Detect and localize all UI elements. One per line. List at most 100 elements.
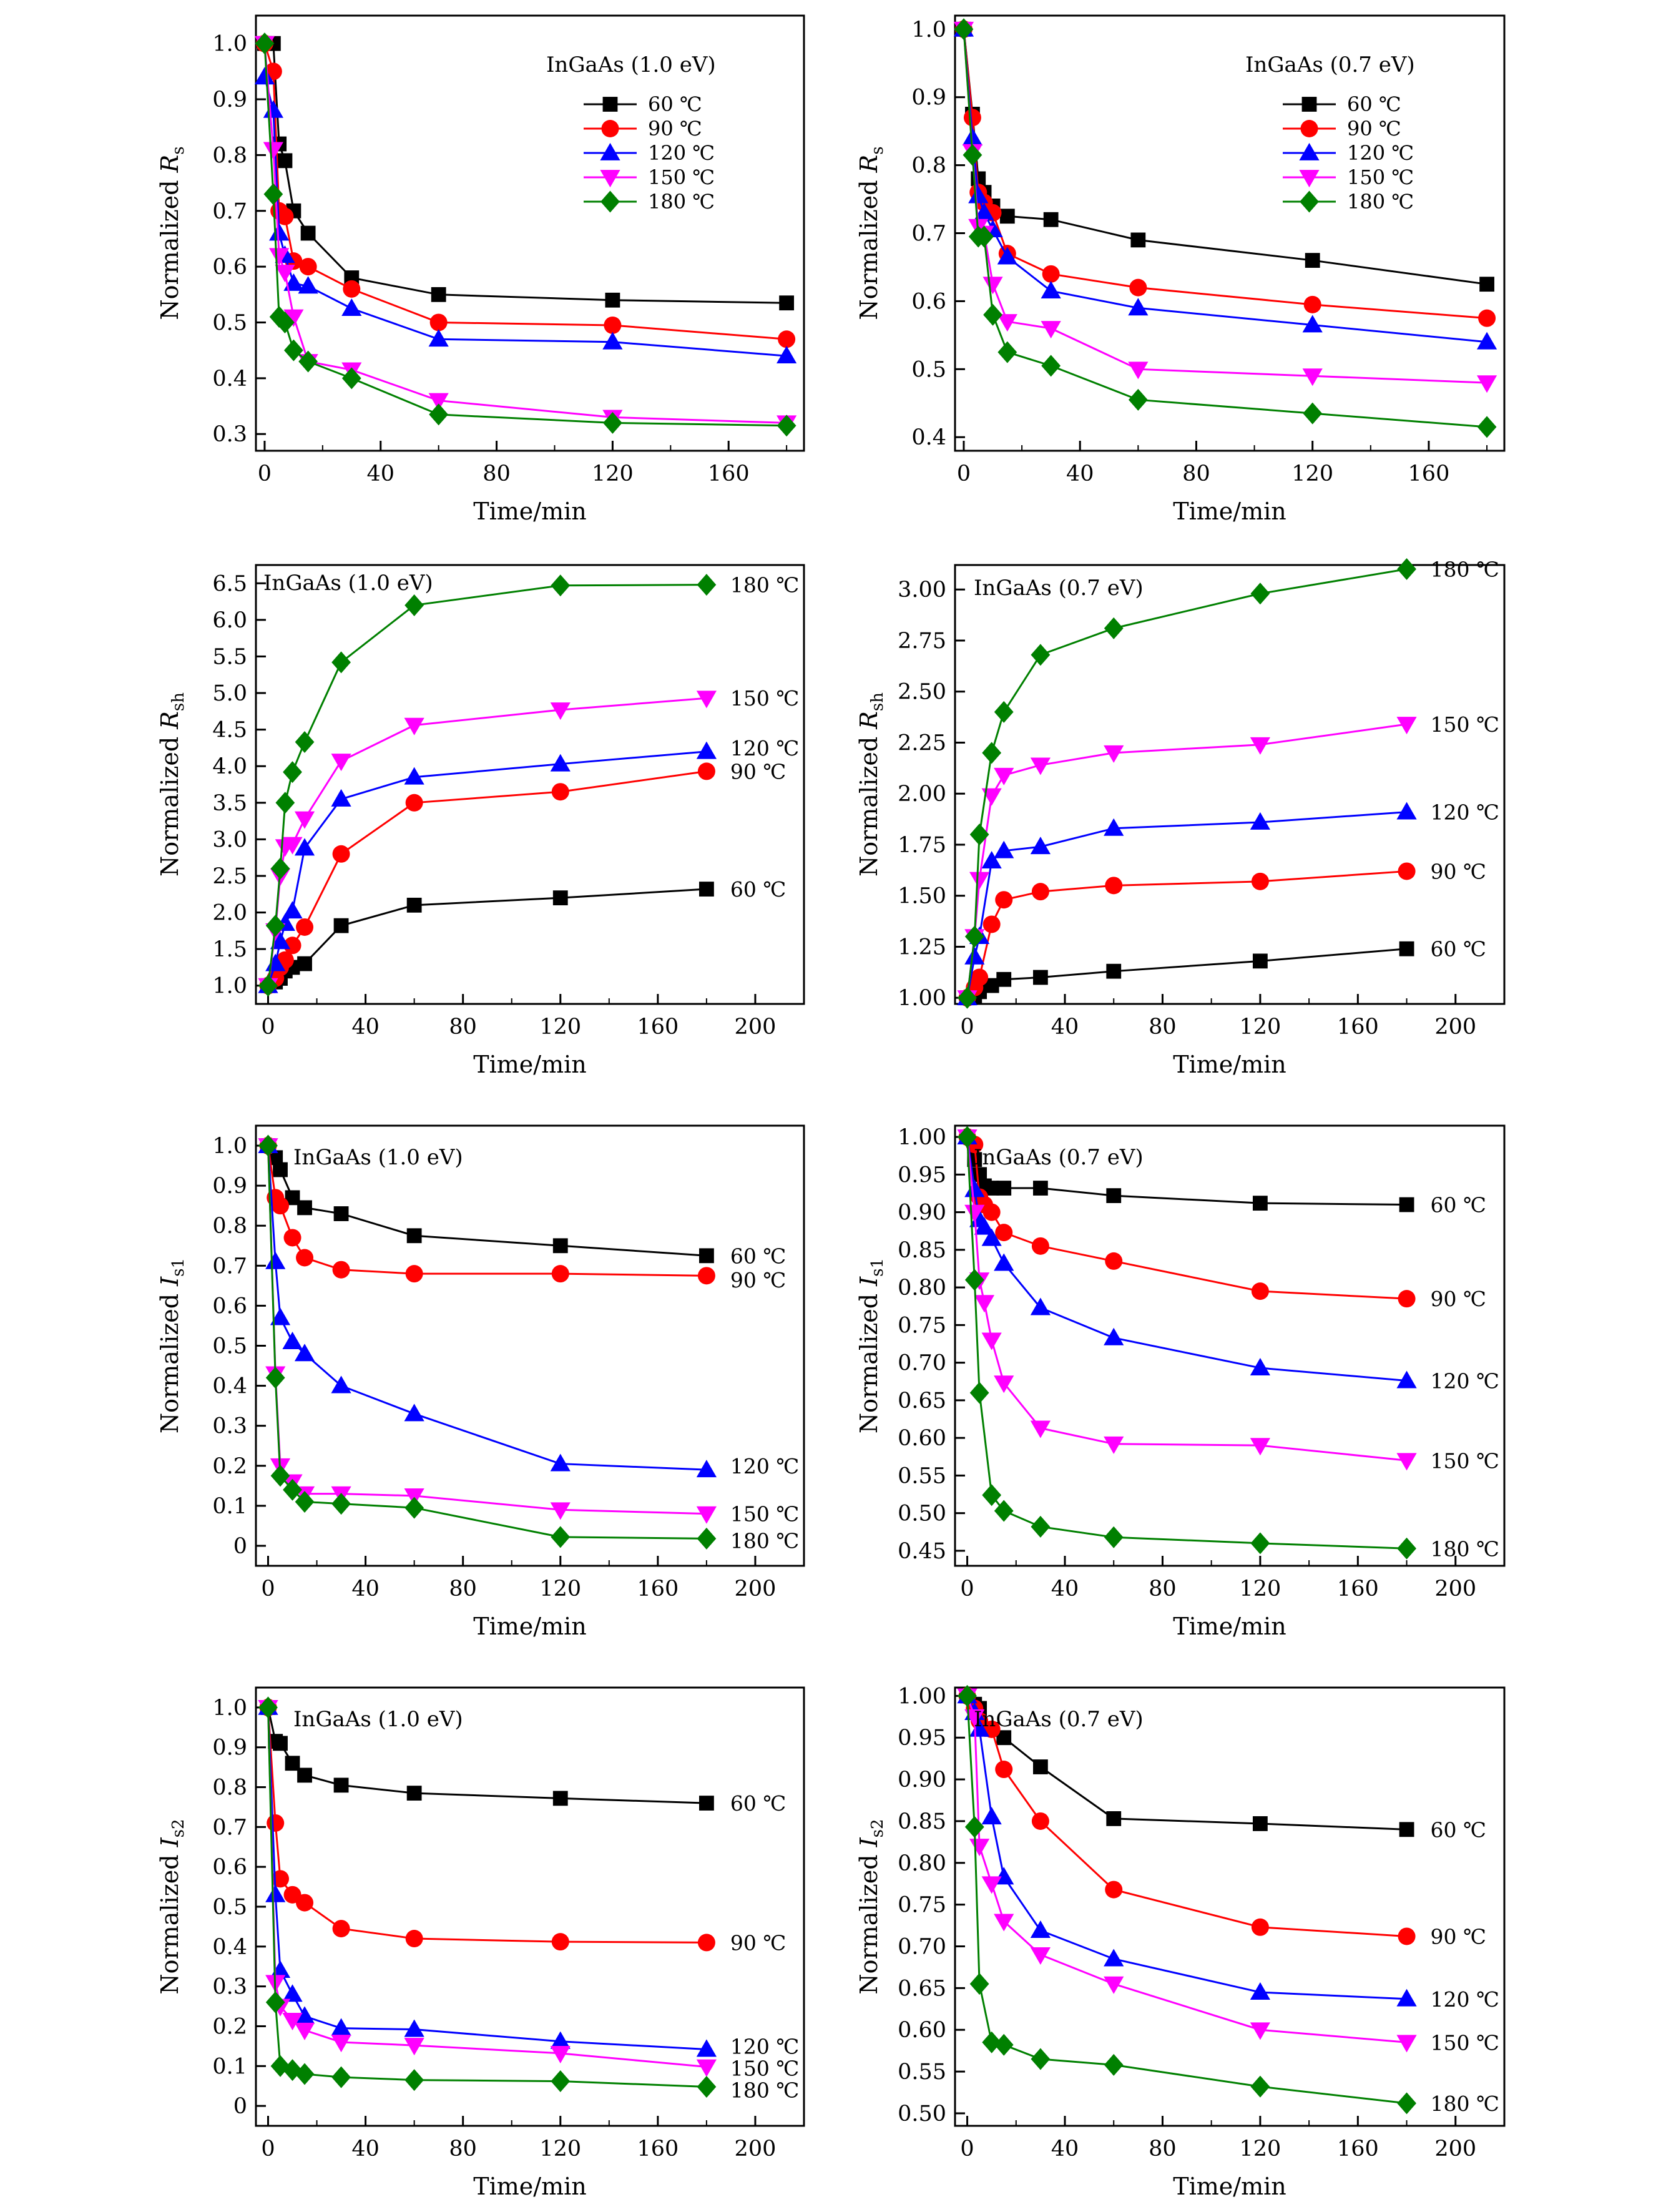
data-point	[983, 277, 1003, 295]
data-point	[263, 100, 283, 118]
data-point	[1478, 309, 1496, 327]
data-point	[1396, 802, 1417, 820]
series-120: 120 ℃	[258, 1135, 799, 1478]
data-point	[958, 1126, 977, 1148]
data-point	[404, 594, 424, 616]
y-tick-label: 0.5	[911, 357, 946, 382]
data-point	[696, 1506, 717, 1524]
data-point	[283, 2059, 302, 2082]
data-point	[997, 247, 1017, 265]
data-point	[429, 313, 448, 332]
series-150: 150 ℃	[258, 1138, 799, 1526]
y-tick-label: 4.0	[212, 754, 247, 779]
y-tick-label: 0.1	[212, 2054, 247, 2079]
data-point	[971, 968, 989, 986]
data-point	[265, 1884, 286, 1902]
x-axis-label: Time/min	[1173, 1051, 1286, 1078]
data-point	[1130, 232, 1146, 248]
chart-title: InGaAs (1.0 eV)	[263, 571, 433, 596]
data-point	[969, 1973, 989, 1995]
data-point	[270, 2055, 290, 2077]
data-point	[995, 1761, 1013, 1779]
y-tick-label: 0.85	[898, 1238, 946, 1263]
data-point	[699, 1796, 714, 1811]
data-point	[602, 411, 622, 434]
data-point	[1250, 1438, 1270, 1456]
data-point	[696, 2039, 717, 2057]
series-180	[255, 32, 796, 437]
x-tick-label: 120	[1291, 461, 1333, 486]
data-point	[255, 32, 275, 55]
data-point	[550, 702, 571, 720]
data-point	[331, 2018, 351, 2036]
data-point	[696, 2059, 717, 2077]
y-axis-label: Normalized Rsh	[156, 692, 188, 877]
plot-frame	[255, 14, 805, 452]
data-point	[550, 754, 571, 772]
data-point	[999, 209, 1015, 224]
data-point	[1104, 2053, 1124, 2076]
data-point	[974, 225, 994, 248]
data-point	[982, 2031, 1002, 2053]
legend-entry: 180 ℃	[648, 190, 715, 214]
y-tick-label: 0.90	[898, 1201, 946, 1226]
series-line	[966, 1695, 1407, 1937]
data-point	[273, 1736, 288, 1751]
data-point	[275, 265, 295, 283]
data-point	[1303, 402, 1323, 425]
y-tick-label: 0.4	[212, 1374, 247, 1399]
data-point	[994, 840, 1014, 858]
y-tick-label: 0.90	[898, 1767, 946, 1792]
y-tick-label: 0.70	[898, 1351, 946, 1376]
data-point	[294, 2022, 315, 2040]
data-point	[981, 851, 1002, 869]
chart-title: InGaAs (1.0 eV)	[293, 1707, 463, 1732]
data-point	[552, 890, 568, 906]
data-point	[404, 2069, 424, 2092]
series-end-label: 180 ℃	[1431, 558, 1499, 582]
y-tick-label: 0.85	[898, 1809, 946, 1834]
data-point	[1104, 617, 1124, 639]
y-tick-label: 1.25	[898, 935, 946, 960]
y-tick-label: 1.0	[212, 1134, 247, 1159]
data-point	[331, 651, 351, 674]
data-point	[285, 1190, 300, 1206]
data-point	[1250, 1982, 1270, 2000]
y-tick-label: 2.75	[898, 629, 946, 654]
data-point	[1032, 1181, 1048, 1196]
series-line	[966, 1695, 1407, 2043]
data-point	[1031, 1515, 1051, 1538]
y-tick-label: 1.5	[212, 937, 247, 962]
data-point	[1252, 1196, 1268, 1211]
data-point	[997, 341, 1017, 363]
series-60: 60 ℃	[959, 937, 1486, 1006]
y-tick-label: 0.6	[212, 255, 247, 280]
data-point	[298, 350, 318, 373]
y-tick-label: 6.0	[212, 608, 247, 633]
series-150	[254, 36, 797, 433]
legend-entry: 150 ℃	[648, 165, 715, 189]
y-tick-label: 0.4	[911, 425, 946, 450]
data-point	[1042, 265, 1060, 283]
data-point	[982, 1484, 1002, 1507]
legend-entry: 60 ℃	[648, 92, 702, 116]
series-end-label: 120 ℃	[1431, 1987, 1499, 2012]
series-120	[953, 19, 1497, 350]
data-point	[331, 1375, 351, 1394]
data-point	[294, 811, 315, 829]
x-axis-label: Time/min	[473, 1051, 586, 1078]
y-tick-label: 1.0	[212, 32, 247, 57]
y-tick-label: 0.80	[898, 1851, 946, 1876]
chart-title: InGaAs (0.7 eV)	[1245, 52, 1415, 77]
y-tick-label: 0	[233, 1534, 247, 1559]
data-point	[283, 761, 302, 784]
data-point	[994, 767, 1014, 785]
y-tick-label: 0.55	[898, 2060, 946, 2085]
data-point	[1030, 1920, 1051, 1939]
x-tick-label: 80	[449, 1576, 477, 1601]
data-point	[1128, 298, 1149, 316]
data-point	[1397, 2092, 1416, 2115]
data-point	[1398, 1290, 1416, 1308]
data-point	[265, 915, 285, 937]
series-line	[263, 76, 787, 357]
